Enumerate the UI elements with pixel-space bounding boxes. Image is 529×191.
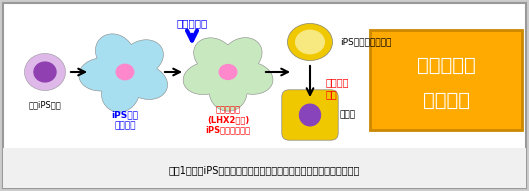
Text: 肝細胞: 肝細胞 <box>340 111 356 120</box>
Text: iPS由来肝前駅細胞: iPS由来肝前駅細胞 <box>340 37 391 46</box>
Polygon shape <box>79 34 168 112</box>
Text: 遵伝子制御: 遵伝子制御 <box>215 105 241 114</box>
Polygon shape <box>183 38 273 111</box>
Text: 肖星細胞: 肖星細胞 <box>114 121 136 130</box>
Text: iPS由来: iPS由来 <box>112 110 139 119</box>
Text: 成營化を: 成營化を <box>326 77 350 87</box>
FancyBboxPatch shape <box>370 30 522 130</box>
FancyBboxPatch shape <box>3 3 526 188</box>
Text: 促進: 促進 <box>326 89 338 99</box>
Ellipse shape <box>116 64 134 80</box>
Ellipse shape <box>296 30 324 54</box>
Text: への応用: への応用 <box>423 91 470 109</box>
Text: ＜図1：ヒトiPS細胞由来肖星細胞誘導法の開発と再生医療への応用＞: ＜図1：ヒトiPS細胞由来肖星細胞誘導法の開発と再生医療への応用＞ <box>168 165 360 175</box>
Ellipse shape <box>299 104 321 126</box>
Ellipse shape <box>25 54 65 90</box>
FancyBboxPatch shape <box>3 148 526 188</box>
Text: 遵伝子制御: 遵伝子制御 <box>176 18 207 28</box>
FancyBboxPatch shape <box>282 90 338 140</box>
Text: ヒトiPS細胞: ヒトiPS細胞 <box>29 100 61 109</box>
Ellipse shape <box>34 62 56 82</box>
Ellipse shape <box>219 65 237 79</box>
Text: (LHX2発現): (LHX2発現) <box>207 115 249 124</box>
Text: iPS由来肖星細胞: iPS由来肖星細胞 <box>205 125 251 134</box>
Ellipse shape <box>288 24 332 60</box>
Text: 肝再生医療: 肝再生医療 <box>417 56 476 74</box>
